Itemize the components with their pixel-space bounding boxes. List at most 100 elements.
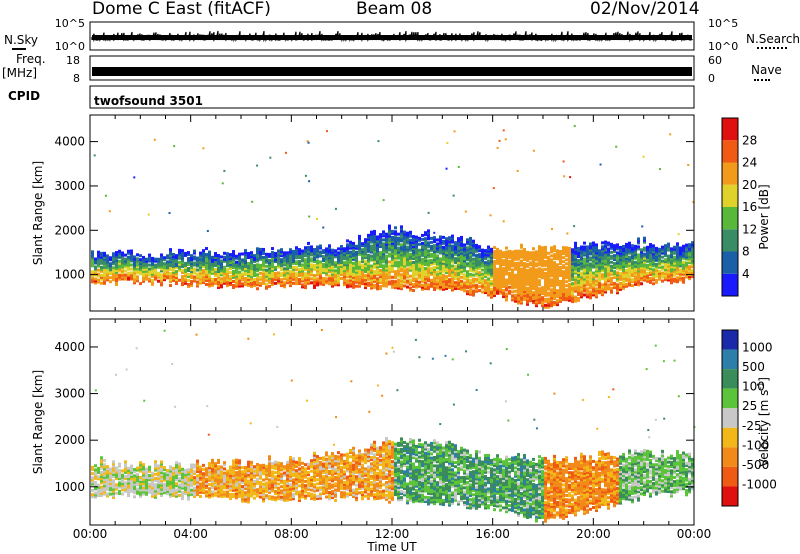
velocity-cell [175,465,178,469]
power-cell [688,243,691,247]
power-cell [601,247,604,251]
power-cell [397,272,400,276]
power-cell [439,261,442,265]
velocity-cell [181,474,184,478]
power-cell [97,262,100,266]
power-cell [463,243,466,247]
power-cell [265,254,268,258]
power-cell [547,301,550,305]
power-cell [559,299,562,303]
velocity-cell [97,489,100,493]
power-cell [538,287,541,291]
power-cell [646,271,649,275]
power-sparse-cell [573,225,576,228]
velocity-cell [292,482,295,486]
velocity-cell [166,471,169,475]
power-cell [520,251,523,255]
power-cell [421,253,424,257]
nsearch-dotted [757,47,787,49]
power-cell [367,273,370,277]
power-cell [670,261,673,265]
power-cell [244,269,247,273]
power-cell [508,285,511,289]
power-cell [532,267,535,271]
power-cell [595,271,598,275]
velocity-cell [127,483,130,487]
power-cell [127,273,130,277]
power-cell [331,256,334,260]
power-cell [265,282,268,286]
velocity-cell [91,478,94,482]
power-cell [205,278,208,282]
power-cell [511,262,514,266]
power-cell [202,275,205,279]
power-cell [298,252,301,256]
power-cell [268,270,271,274]
power-cell [421,251,424,255]
power-cell [643,240,646,244]
power-cell [280,248,283,252]
power-cell [397,284,400,288]
power-cell [385,254,388,258]
velocity-cell [124,481,127,485]
power-cell [436,244,439,248]
velocity-cell [214,466,217,470]
power-cell [106,266,109,270]
power-cell [250,277,253,281]
velocity-cell [169,469,172,473]
power-cell [307,259,310,263]
power-cell [436,258,439,262]
power-cell [691,261,694,265]
power-cell [475,269,478,273]
power-cell [157,275,160,279]
velocity-cell [295,460,298,464]
power-cell [514,265,517,269]
power-cell [394,252,397,256]
velocity-cell [94,464,97,468]
velocity-cell [274,464,277,468]
power-cell [406,255,409,259]
power-cell [307,279,310,283]
power-cell [355,268,358,272]
power-cell [454,253,457,257]
power-cell [511,250,514,254]
velocity-cell [220,492,223,496]
power-cell [622,266,625,270]
power-cell [391,249,394,253]
power-cell [253,268,256,272]
power-cell [97,252,100,256]
power-cell [541,260,544,264]
power-cell [619,271,622,275]
power-cell [331,250,334,254]
power-cell [208,274,211,278]
power-cell [118,249,121,253]
power-cell [172,254,175,258]
power-cell [307,255,310,259]
velocity-cell [103,465,106,469]
velocity-cell [199,482,202,486]
power-cell [460,241,463,245]
power-cell [301,285,304,289]
power-cell [382,278,385,282]
power-cell [508,259,511,263]
velocity-cell [190,465,193,469]
power-sparse-cell [427,211,430,214]
power-cell [340,262,343,266]
power-cell [490,293,493,297]
velocity-cell [259,476,262,480]
power-cell [349,240,352,244]
power-cell [463,255,466,259]
power-cell [232,276,235,280]
power-cell [586,289,589,293]
velocity-cell [100,493,103,497]
power-cell [124,275,127,279]
velocity-cell [292,474,295,478]
power-cell [550,264,553,268]
power-cell [367,257,370,261]
power-cell [178,248,181,252]
power-cell [670,277,673,281]
power-cell [571,270,574,274]
power-cell [502,283,505,287]
velocity-cell [277,467,280,471]
velocity-cell [199,495,202,499]
